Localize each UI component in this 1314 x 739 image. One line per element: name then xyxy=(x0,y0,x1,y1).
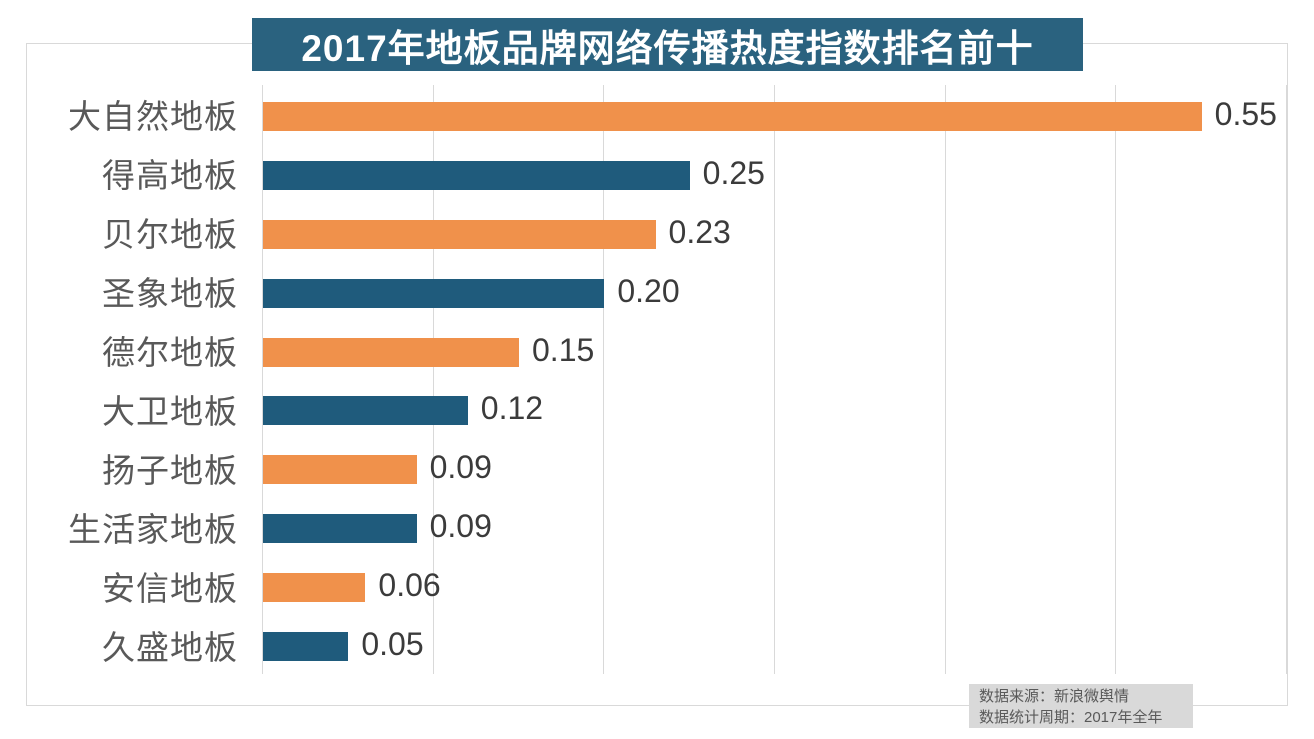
value-label: 0.15 xyxy=(532,331,595,368)
value-label: 0.23 xyxy=(668,213,731,250)
gridline xyxy=(944,85,946,674)
chart-title: 2017年地板品牌网络传播热度指数排名前十 xyxy=(252,18,1083,71)
category-label: 生活家地板 xyxy=(68,510,238,548)
bar xyxy=(263,337,519,367)
value-label: 0.09 xyxy=(429,508,492,545)
category-label: 安信地板 xyxy=(102,569,238,607)
period-line: 数据统计周期：2017年全年 xyxy=(979,709,1163,726)
source-line: 数据来源：新浪微舆情 xyxy=(979,688,1130,705)
category-label: 扬子地板 xyxy=(102,451,238,489)
category-label: 得高地板 xyxy=(102,157,238,195)
category-label: 大卫地板 xyxy=(102,392,238,430)
category-label: 大自然地板 xyxy=(68,98,238,136)
value-label: 0.20 xyxy=(617,272,680,309)
gridline xyxy=(1115,85,1117,674)
bar xyxy=(263,514,417,544)
bar xyxy=(263,573,366,603)
value-label: 0.06 xyxy=(378,567,441,604)
value-label: 0.25 xyxy=(702,154,765,191)
gridline xyxy=(774,85,775,674)
category-label: 圣象地板 xyxy=(102,275,238,313)
gridline xyxy=(603,85,605,674)
value-label: 0.55 xyxy=(1214,95,1277,132)
bar xyxy=(263,396,468,426)
category-label: 德尔地板 xyxy=(102,334,238,372)
source-note-box: 数据来源：新浪微舆情 数据统计周期：2017年全年 xyxy=(969,684,1193,728)
gridline xyxy=(1286,85,1287,674)
gridline xyxy=(262,85,263,674)
bar xyxy=(263,632,349,662)
bar xyxy=(263,219,656,249)
bar xyxy=(263,101,1202,131)
category-label: 久盛地板 xyxy=(102,628,238,666)
value-label: 0.05 xyxy=(361,626,424,663)
bar xyxy=(263,160,690,190)
category-label: 贝尔地板 xyxy=(102,216,238,254)
value-label: 0.09 xyxy=(429,449,492,486)
bar xyxy=(263,455,417,485)
value-label: 0.12 xyxy=(480,390,544,427)
bar xyxy=(263,278,605,308)
gridline xyxy=(432,85,434,674)
